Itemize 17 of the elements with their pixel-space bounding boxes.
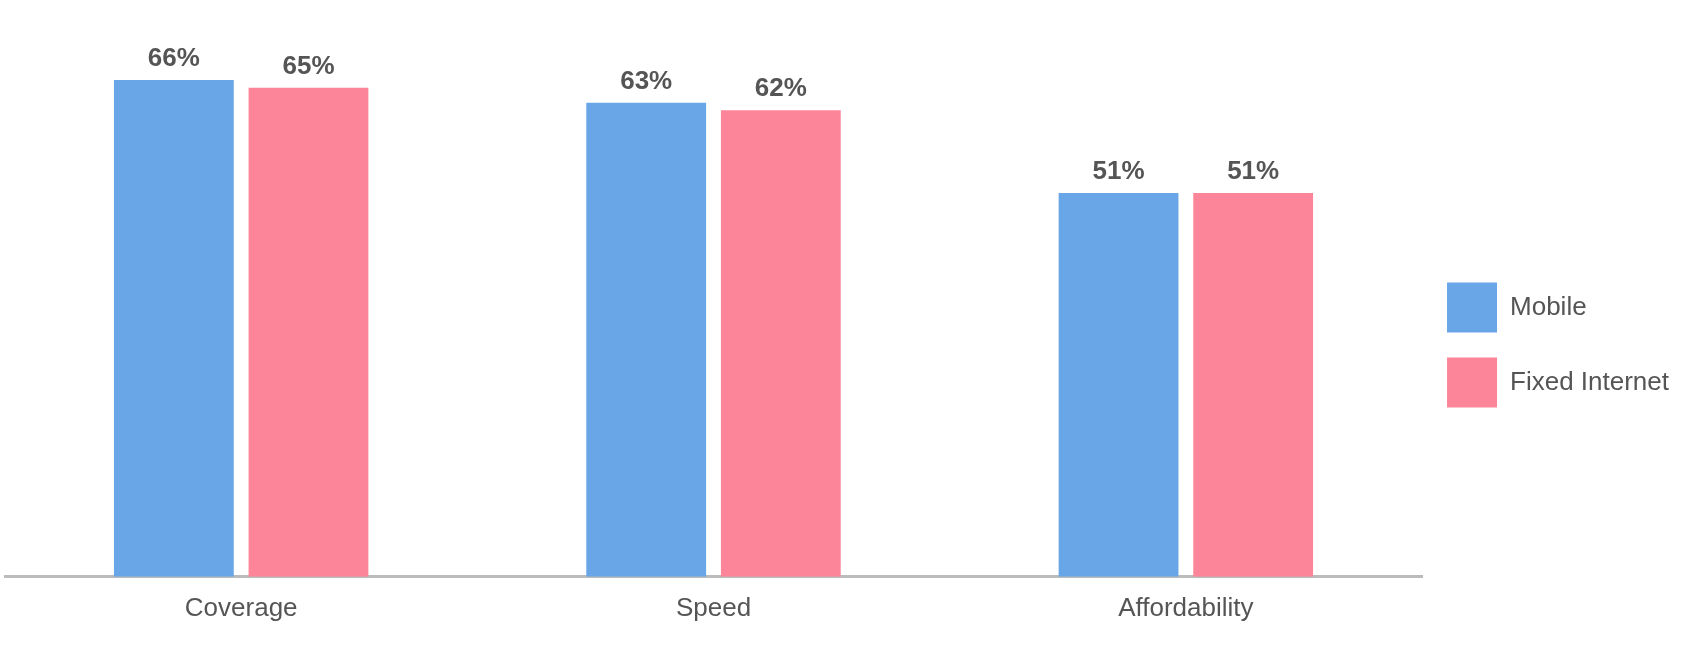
data-label: 63%: [620, 64, 673, 95]
legend-label: Fixed Internet: [1510, 365, 1670, 396]
bar: [1193, 192, 1314, 577]
data-label: 51%: [1092, 155, 1145, 186]
bar: [1058, 192, 1179, 577]
data-label: 51%: [1227, 155, 1280, 186]
bar: [720, 110, 841, 577]
data-label: 66%: [147, 42, 200, 73]
bar: [586, 102, 707, 577]
legend-label: Mobile: [1510, 290, 1587, 321]
x-tick-label: Coverage: [184, 591, 298, 622]
bar: [113, 80, 234, 577]
x-tick-label: Affordability: [1118, 591, 1254, 622]
x-tick-label: Speed: [675, 591, 752, 622]
data-label: 62%: [754, 72, 807, 103]
data-label: 65%: [282, 49, 335, 80]
bar: [248, 87, 369, 577]
